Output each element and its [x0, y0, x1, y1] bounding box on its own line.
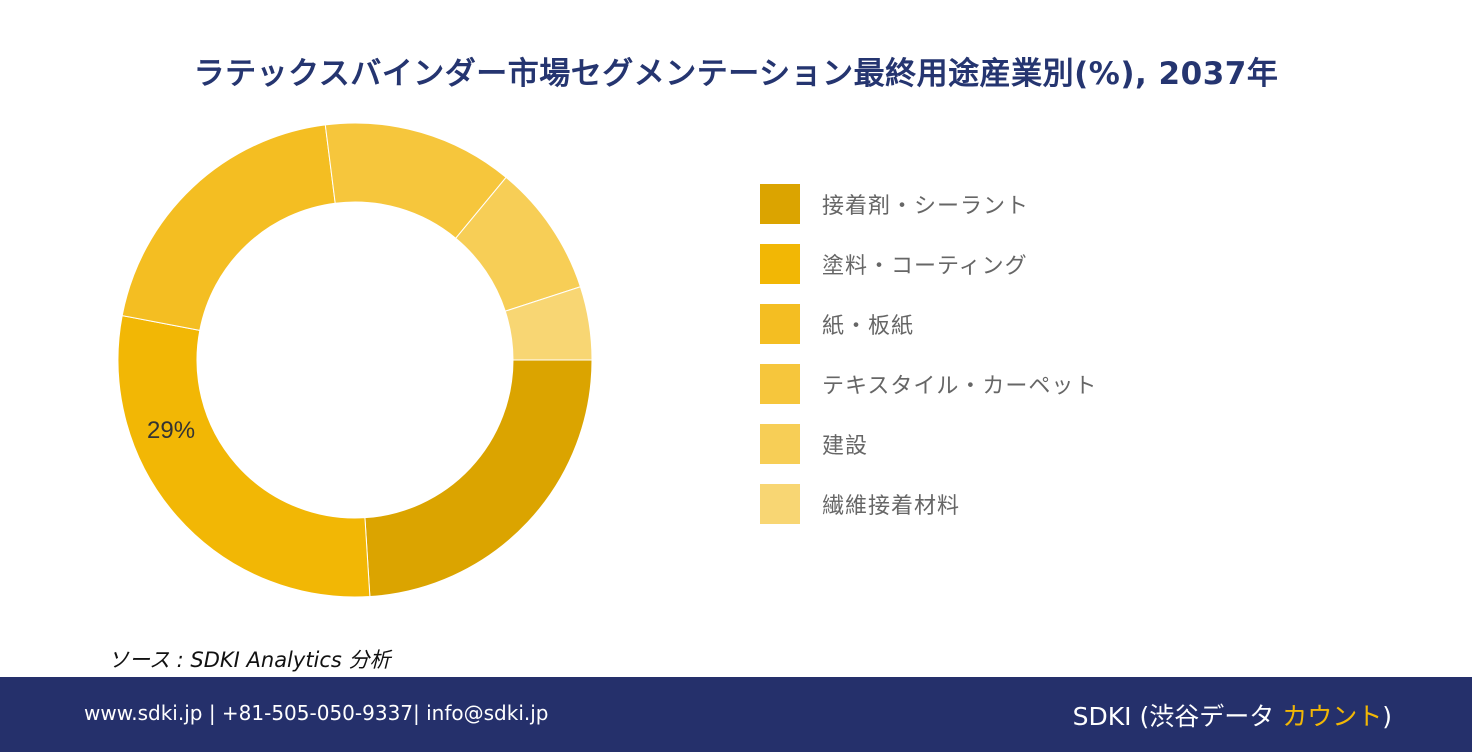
chart-title: ラテックスバインダー市場セグメンテーション最終用途産業別(%), 2037年	[193, 56, 1279, 92]
legend-label: テキスタイル・カーペット	[822, 374, 1098, 399]
legend-item: 建設	[760, 424, 1097, 464]
legend-swatch	[760, 244, 800, 284]
brand-end: )	[1382, 702, 1392, 731]
donut-slice-6	[504, 286, 593, 361]
source-note: ソース : SDKI Analytics 分析	[108, 648, 391, 672]
footer-bar: www.sdki.jp | +81-505-050-9337| info@sdk…	[0, 677, 1472, 752]
brand-main: SDKI (渋谷データ	[1072, 702, 1283, 731]
legend-swatch	[760, 364, 800, 404]
legend-label: 紙・板紙	[822, 314, 915, 339]
legend-item: 塗料・コーティング	[760, 244, 1097, 284]
footer-contact: www.sdki.jp | +81-505-050-9337| info@sdk…	[84, 701, 549, 725]
legend-label: 建設	[822, 434, 869, 459]
donut-slice-2	[117, 315, 371, 598]
donut-chart: 29%	[117, 122, 593, 598]
legend-label: 塗料・コーティング	[822, 254, 1028, 279]
brand-accent: カウント	[1282, 702, 1383, 731]
legend-swatch	[760, 424, 800, 464]
legend-swatch	[760, 484, 800, 524]
legend-label: 接着剤・シーラント	[822, 194, 1030, 219]
legend-label: 繊維接着材料	[822, 494, 961, 519]
donut-slice-3	[121, 124, 336, 331]
donut-slice-1	[364, 359, 593, 598]
legend-swatch	[760, 184, 800, 224]
legend-item: 繊維接着材料	[760, 484, 1097, 524]
legend-item: 接着剤・シーラント	[760, 184, 1097, 224]
legend-swatch	[760, 304, 800, 344]
legend-item: テキスタイル・カーペット	[760, 364, 1097, 404]
slice-data-label: 29%	[147, 417, 195, 444]
footer-brand: SDKI (渋谷データ カウント)	[1073, 697, 1392, 733]
legend: 接着剤・シーラント 塗料・コーティング 紙・板紙テキスタイル・カーペット 建設繊維接着…	[760, 184, 1097, 544]
legend-item: 紙・板紙	[760, 304, 1097, 344]
